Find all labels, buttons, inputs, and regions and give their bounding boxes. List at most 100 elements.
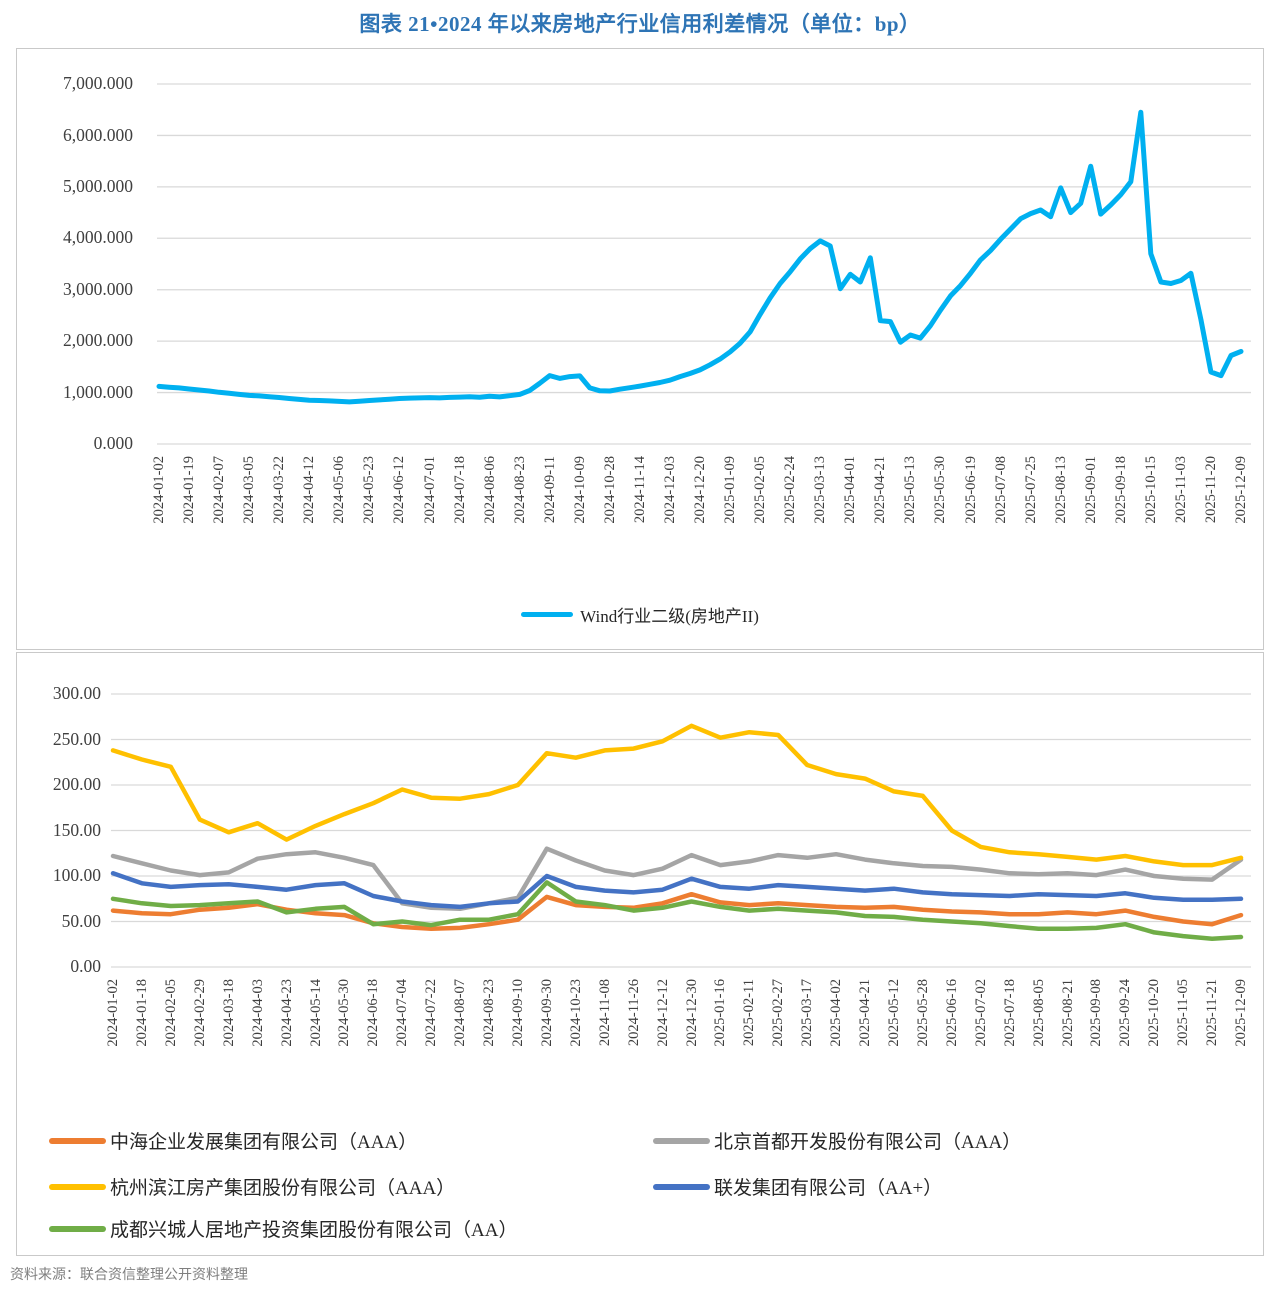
x-axis-tick-label: 2025-09-24 — [1117, 979, 1134, 1047]
x-axis-tick-label: 2024-07-01 — [421, 456, 438, 524]
series-line — [110, 846, 1244, 912]
x-axis-tick-label: 2025-02-05 — [752, 456, 769, 524]
x-axis-tick-label: 2024-01-02 — [151, 456, 167, 524]
series-line — [110, 723, 1244, 868]
x-axis-tick-label: 2024-07-18 — [451, 456, 468, 524]
x-axis-tick-label: 2024-07-22 — [423, 979, 440, 1047]
legend-label: 杭州滨江房产集团股份有限公司（AAA） — [110, 1178, 456, 1199]
x-axis-tick-label: 2024-07-04 — [394, 979, 411, 1047]
x-axis-tick-label: 2025-11-20 — [1202, 456, 1219, 524]
legend-item: 中海企业发展集团有限公司（AAA） — [49, 1127, 417, 1154]
legend-line-swatch — [653, 1137, 710, 1144]
x-axis-tick-label: 2024-04-12 — [301, 456, 318, 524]
series-line — [110, 871, 1244, 910]
y-axis-tick-label: 3,000.000 — [63, 278, 133, 299]
x-axis-tick-label: 2024-04-03 — [249, 979, 266, 1047]
x-axis-tick-label: 2024-04-23 — [278, 979, 295, 1047]
x-axis-tick-label: 2025-02-11 — [741, 979, 758, 1047]
x-axis-tick-label: 2024-08-07 — [452, 979, 469, 1047]
x-axis-tick-label: 2024-03-22 — [271, 456, 288, 524]
y-axis-tick-label: 2,000.000 — [63, 330, 133, 351]
x-axis-tick-label: 2025-07-25 — [1022, 456, 1039, 524]
x-axis-tick-label: 2024-12-12 — [654, 979, 671, 1047]
y-axis-tick-label: 100.00 — [52, 865, 101, 886]
x-axis-tick-label: 2024-08-06 — [481, 456, 498, 524]
legend-label: Wind行业二级(房地产II) — [580, 607, 759, 626]
legend-line-swatch — [521, 612, 574, 617]
x-axis-tick-label: 2024-09-10 — [509, 979, 526, 1047]
x-axis-tick-label: 2025-11-05 — [1175, 979, 1192, 1047]
x-axis-tick-label: 2025-04-01 — [842, 456, 859, 524]
x-axis-tick-label: 2025-10-20 — [1146, 979, 1163, 1047]
company-spread-chart: 0.00 50.00 100.00 150.00 200.00 250.00 300.00 2… — [16, 652, 1264, 1256]
x-axis-tick-label: 2024-03-18 — [220, 979, 237, 1047]
x-axis-tick-label: 2025-01-16 — [712, 979, 729, 1047]
x-axis-tick-label: 2024-06-18 — [365, 979, 382, 1047]
y-axis-tick-label: 250.00 — [52, 728, 101, 749]
x-axis-tick-label: 2024-06-12 — [391, 456, 408, 524]
x-axis-tick-label: 2024-12-03 — [661, 456, 678, 524]
x-axis-tick-label: 2025-04-21 — [872, 456, 889, 524]
y-axis-tick-label: 50.00 — [61, 910, 101, 931]
x-axis-tick-label: 2024-08-23 — [511, 456, 528, 524]
y-axis-tick-label: 4,000.000 — [63, 227, 133, 248]
legend-item: 成都兴城人居地产投资集团股份有限公司（AA） — [49, 1215, 517, 1242]
x-axis-tick-label: 2025-06-19 — [962, 456, 979, 524]
x-axis-tick-label: 2024-01-19 — [181, 456, 198, 524]
y-axis-tick-label: 0.00 — [70, 956, 101, 977]
y-axis-tick-label: 0.000 — [93, 433, 133, 454]
legend-line-swatch — [653, 1183, 710, 1190]
x-axis-tick-label: 2024-05-14 — [307, 979, 324, 1047]
x-axis-tick-label: 2024-12-20 — [692, 456, 708, 524]
x-axis-tick-label: 2024-08-23 — [481, 979, 497, 1047]
legend-item: 杭州滨江房产集团股份有限公司（AAA） — [49, 1173, 455, 1200]
x-axis-tick-label: 2024-11-14 — [631, 456, 648, 524]
legend-label: 联发集团有限公司（AA+） — [714, 1178, 943, 1199]
series-line — [110, 880, 1244, 942]
x-axis-tick-label: 2025-11-03 — [1172, 456, 1189, 524]
x-axis-tick-label: 2025-11-21 — [1204, 979, 1221, 1047]
x-axis-tick-label: 2024-11-08 — [596, 979, 613, 1047]
x-axis-tick-label: 2025-04-02 — [828, 979, 845, 1047]
x-axis-tick-label: 2024-02-29 — [191, 979, 208, 1047]
x-axis-tick-label: 2025-07-02 — [972, 979, 989, 1047]
x-axis-tick-label: 2025-09-01 — [1082, 456, 1099, 524]
x-axis-tick-label: 2025-10-15 — [1142, 456, 1159, 524]
x-axis-tick-label: 2024-02-07 — [211, 456, 228, 524]
legend-line-swatch — [49, 1137, 106, 1144]
x-axis-tick-label: 2025-09-18 — [1112, 456, 1129, 524]
plot-area — [156, 83, 1251, 445]
x-axis-tick-label: 2024-02-05 — [162, 979, 179, 1047]
x-axis-tick-label: 2025-05-30 — [932, 456, 949, 524]
x-axis-tick-label: 2025-03-17 — [799, 979, 816, 1047]
x-axis-tick-label: 2024-10-28 — [601, 456, 618, 524]
x-axis-tick-label: 2025-03-13 — [812, 456, 829, 524]
x-axis-tick-label: 2024-01-18 — [133, 979, 150, 1047]
x-axis-tick-label: 2024-09-11 — [541, 456, 558, 524]
x-axis-tick-label: 2025-01-09 — [722, 456, 739, 524]
x-axis-tick-label: 2025-08-13 — [1052, 456, 1069, 524]
x-axis-tick-label: 2024-10-09 — [571, 456, 588, 524]
x-axis-tick-label: 2024-03-05 — [241, 456, 258, 524]
legend-line-swatch — [49, 1225, 106, 1232]
legend-label: 中海企业发展集团有限公司（AAA） — [110, 1132, 418, 1153]
x-axis-tick-label: 2024-09-30 — [538, 979, 555, 1047]
legend: Wind行业二级(房地产II) — [17, 602, 1263, 627]
x-axis-tick-label: 2025-12-09 — [1233, 456, 1249, 524]
x-axis-tick-label: 2024-01-02 — [105, 979, 121, 1047]
x-axis-tick-label: 2025-02-27 — [770, 979, 787, 1047]
x-axis-tick-label: 2024-10-23 — [567, 979, 584, 1047]
legend-label: 北京首都开发股份有限公司（AAA） — [714, 1132, 1022, 1153]
x-axis-tick-label: 2024-05-23 — [361, 456, 378, 524]
x-axis-tick-label: 2024-11-26 — [625, 979, 642, 1047]
legend-item: 北京首都开发股份有限公司（AAA） — [653, 1127, 1021, 1154]
legend-line-swatch — [49, 1183, 106, 1190]
y-axis-tick-label: 7,000.000 — [63, 73, 133, 94]
x-axis-tick-label: 2024-05-30 — [336, 979, 353, 1047]
source-note: 资料来源：联合资信整理公开资料整理 — [10, 1268, 248, 1283]
legend-item: 联发集团有限公司（AA+） — [653, 1173, 942, 1200]
y-axis-tick-label: 300.00 — [52, 683, 101, 704]
x-axis-tick-label: 2025-05-28 — [914, 979, 931, 1047]
x-axis-tick-label: 2025-09-08 — [1088, 979, 1105, 1047]
x-axis-tick-label: 2025-12-09 — [1233, 979, 1249, 1047]
